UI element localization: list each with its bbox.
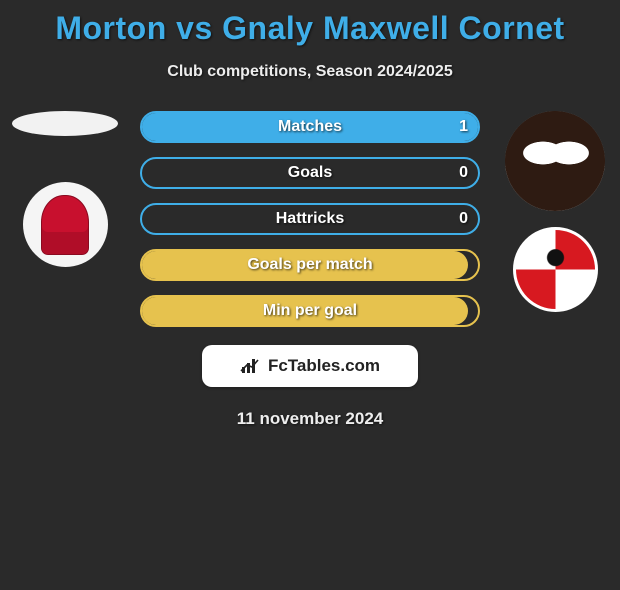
face-icon	[505, 111, 605, 211]
stat-bar: Goals per match	[140, 249, 480, 281]
bar-chart-icon	[240, 357, 262, 375]
stat-bar-label: Matches	[142, 113, 478, 141]
stat-bar: Hattricks0	[140, 203, 480, 235]
snapshot-date: 11 november 2024	[0, 409, 620, 429]
stat-bar-label: Hattricks	[142, 205, 478, 233]
right-player-column	[500, 111, 610, 312]
stat-bar-label: Goals	[142, 159, 478, 187]
stat-bar: Min per goal	[140, 295, 480, 327]
stat-bar-label: Goals per match	[142, 251, 478, 279]
stat-bar: Matches1	[140, 111, 480, 143]
stat-bars: Matches1Goals0Hattricks0Goals per matchM…	[140, 111, 480, 327]
left-player-column	[10, 111, 120, 267]
page-title: Morton vs Gnaly Maxwell Cornet	[0, 10, 620, 47]
right-player-avatar	[505, 111, 605, 211]
stat-bar-value: 0	[459, 205, 468, 233]
subtitle: Club competitions, Season 2024/2025	[0, 63, 620, 81]
right-club-crest	[513, 227, 598, 312]
stat-bar-value: 0	[459, 159, 468, 187]
stat-bar: Goals0	[140, 157, 480, 189]
comparison-content: Matches1Goals0Hattricks0Goals per matchM…	[0, 111, 620, 429]
attribution-badge: FcTables.com	[202, 345, 418, 387]
stat-bar-label: Min per goal	[142, 297, 478, 325]
attribution-text: FcTables.com	[268, 356, 380, 376]
left-club-crest	[23, 182, 108, 267]
stat-bar-value: 1	[459, 113, 468, 141]
left-player-avatar	[12, 111, 118, 136]
